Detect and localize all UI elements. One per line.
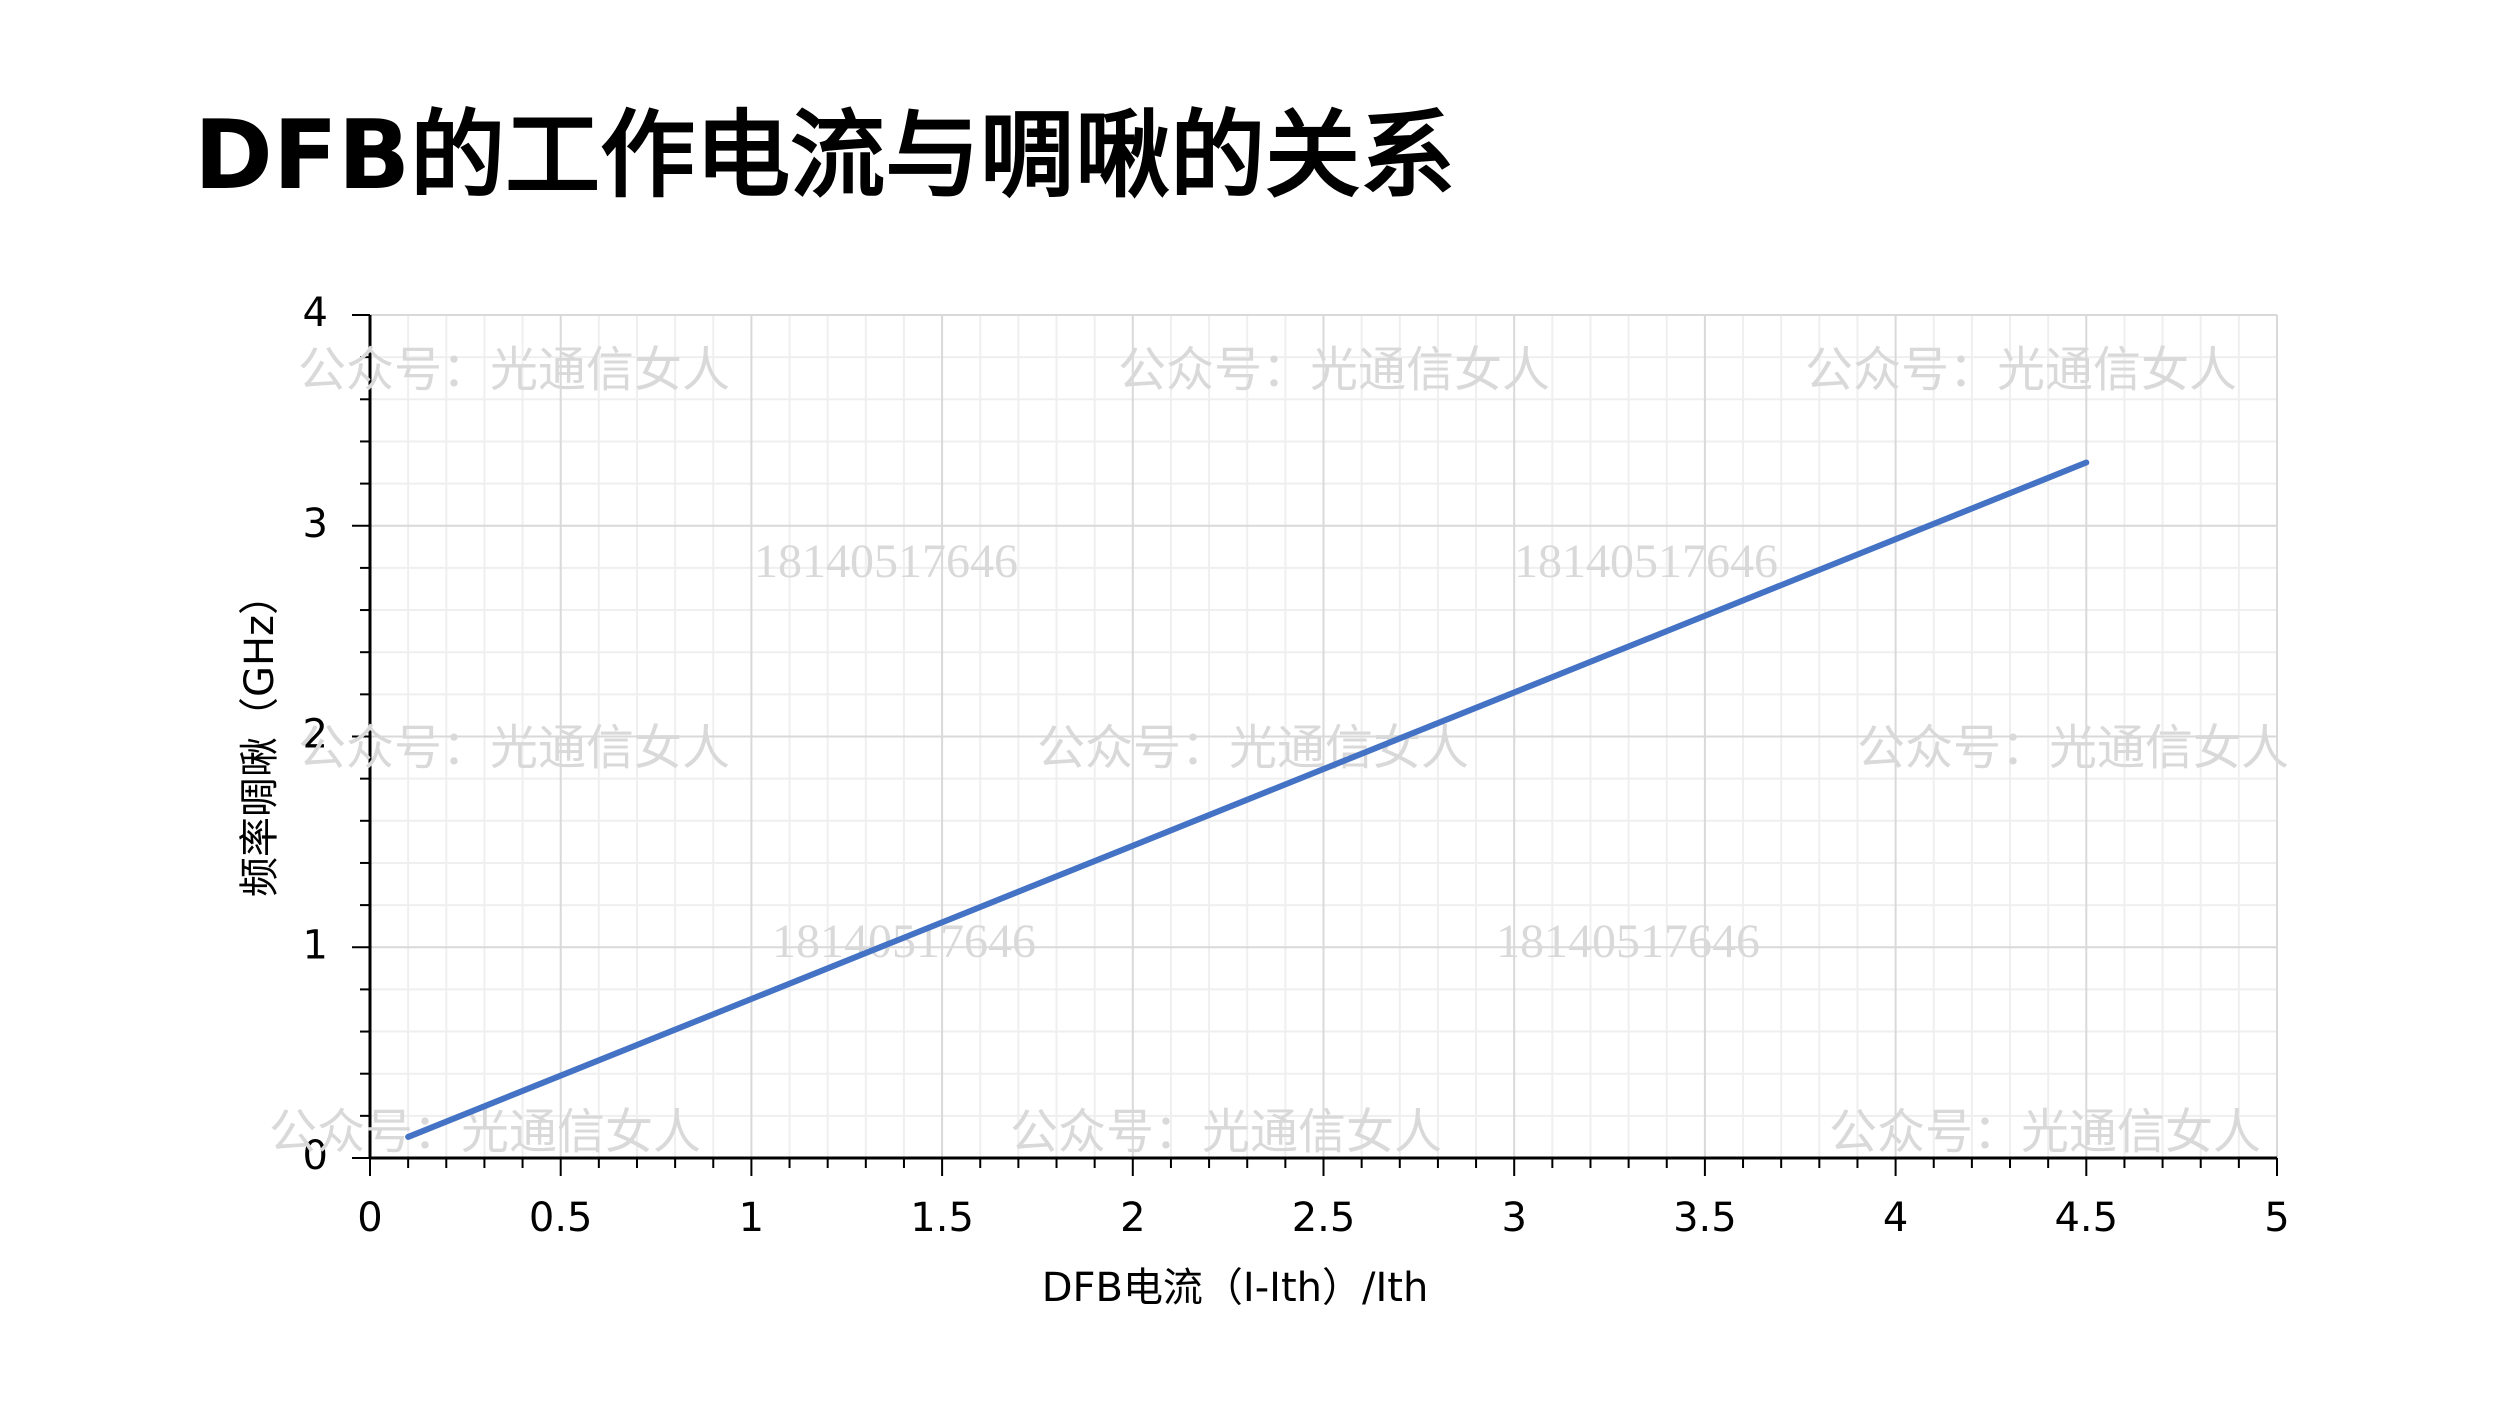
x-tick-label: 1 <box>739 1195 764 1241</box>
x-tick-label: 1.5 <box>910 1195 974 1241</box>
x-tick-label: 3.5 <box>1673 1195 1737 1241</box>
watermark: 18140517646 <box>754 535 1018 588</box>
x-tick-label: 5 <box>2264 1195 2289 1241</box>
watermark: 公众号：光通信女人 <box>1037 722 1469 775</box>
line <box>405 459 2090 1140</box>
watermark: 公众号：光通信女人 <box>1829 1106 2261 1159</box>
watermark: 公众号：光通信女人 <box>1118 344 1550 397</box>
chart-title: DFB的工作电流与啁啾的关系 <box>194 101 1455 211</box>
y-axis-label: 频率啁啾（GHz） <box>237 575 283 897</box>
watermark: 18140517646 <box>772 915 1036 968</box>
x-axis-label: DFB电流（I-Ith）/Ith <box>1042 1265 1429 1311</box>
x-tick-label: 0 <box>357 1195 382 1241</box>
x-tick-label: 2.5 <box>1292 1195 1356 1241</box>
watermark: 18140517646 <box>1514 535 1778 588</box>
watermark: 公众号：光通信女人 <box>1805 344 2237 397</box>
watermark: 公众号：光通信女人 <box>298 722 730 775</box>
watermark: 18140517646 <box>1496 915 1760 968</box>
y-tick-label: 3 <box>303 501 328 547</box>
watermark: 公众号：光通信女人 <box>269 1106 701 1159</box>
x-tick-label: 3 <box>1501 1195 1526 1241</box>
y-tick-label: 1 <box>303 922 328 968</box>
watermark: 公众号：光通信女人 <box>1010 1106 1442 1159</box>
x-tick-label: 4.5 <box>2054 1195 2118 1241</box>
watermark: 公众号：光通信女人 <box>1857 722 2289 775</box>
x-tick-label: 2 <box>1120 1195 1145 1241</box>
y-tick-label: 2 <box>303 712 328 758</box>
x-tick-label: 4 <box>1883 1195 1908 1241</box>
y-tick-label: 0 <box>303 1133 328 1179</box>
y-tick-label: 4 <box>303 290 328 336</box>
watermark: 公众号：光通信女人 <box>298 344 730 397</box>
x-tick-label: 0.5 <box>529 1195 593 1241</box>
